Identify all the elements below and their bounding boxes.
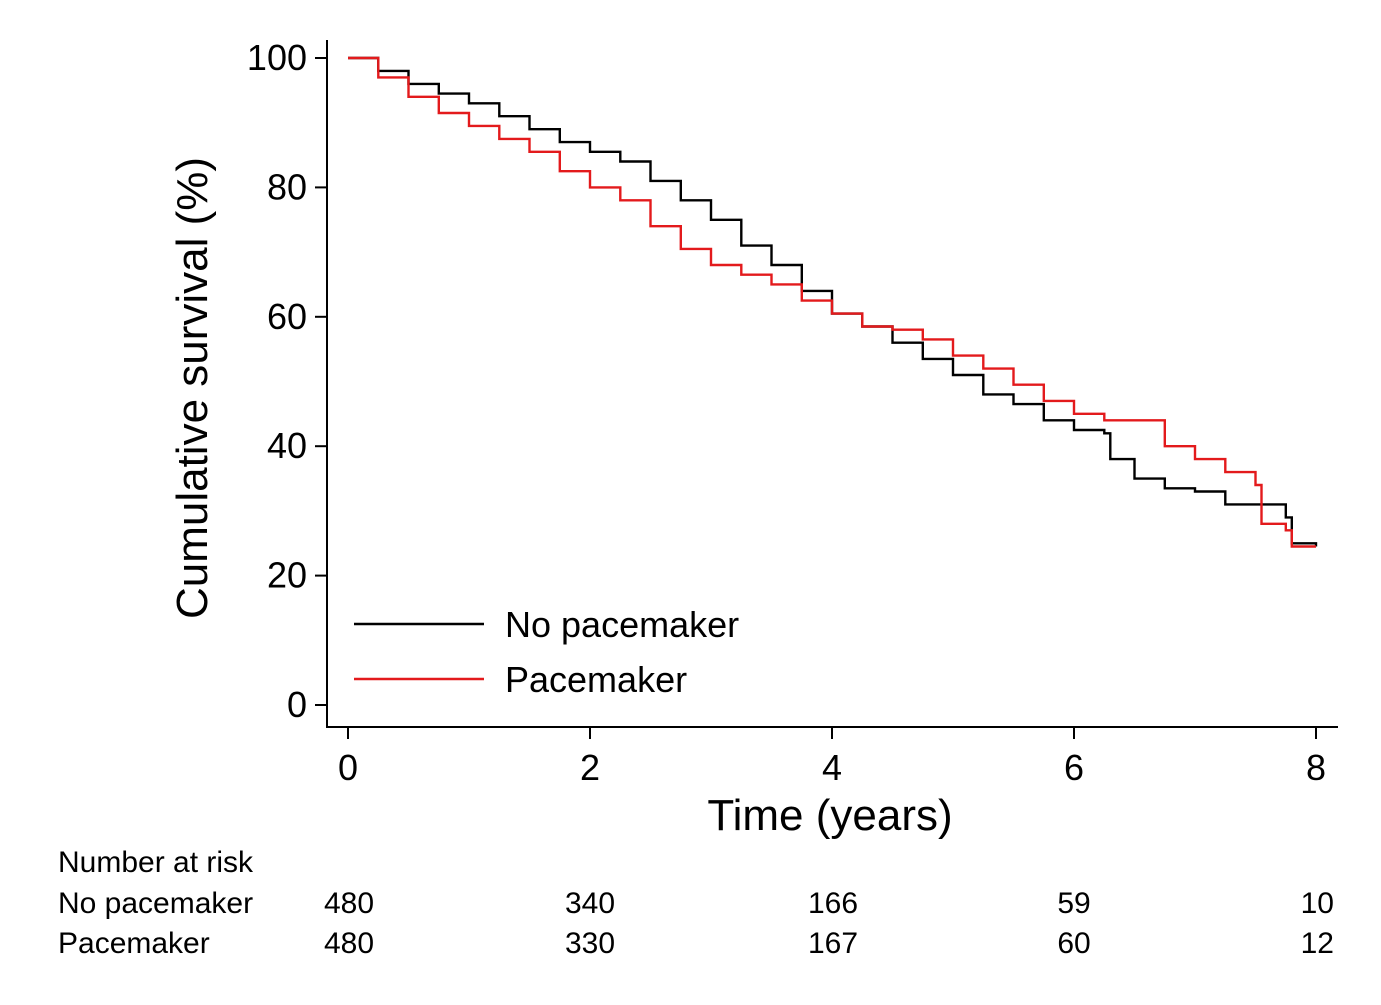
x-tick-label: 0	[338, 747, 358, 788]
y-tick-label: 40	[267, 425, 307, 466]
risk-cell: 480	[324, 927, 374, 960]
risk-row-label: No pacemaker	[58, 887, 253, 920]
risk-table-title: Number at risk	[58, 846, 254, 879]
risk-cell: 166	[808, 887, 858, 920]
risk-row-label: Pacemaker	[58, 927, 210, 960]
y-axis-title: Cumulative survival (%)	[168, 157, 217, 619]
risk-cell: 330	[565, 927, 615, 960]
risk-cell: 480	[324, 887, 374, 920]
y-tick-label: 0	[287, 684, 307, 725]
risk-cell: 167	[808, 927, 858, 960]
y-tick-label: 100	[247, 37, 307, 78]
risk-cell: 59	[1057, 887, 1090, 920]
y-tick-label: 80	[267, 166, 307, 207]
x-tick-label: 2	[580, 747, 600, 788]
x-tick-label: 4	[822, 747, 842, 788]
axes-layer: 0 20 40 60 80 100 0 2 4 6 8 Time (years) Cumulative …	[168, 37, 1338, 840]
series-layer	[348, 56, 1318, 548]
risk-cell: 12	[1301, 927, 1334, 960]
x-tick-label: 6	[1064, 747, 1084, 788]
y-tick-label: 20	[267, 555, 307, 596]
risk-cell: 10	[1301, 887, 1334, 920]
x-axis-title: Time (years)	[707, 791, 952, 840]
risk-table: Number at risk No pacemaker 480 340 166 59 10 P…	[58, 846, 1334, 960]
legend-label: Pacemaker	[505, 659, 687, 700]
x-tick-label: 8	[1306, 747, 1326, 788]
risk-cell: 60	[1057, 927, 1090, 960]
series-line-pacemaker	[348, 56, 1316, 548]
legend-label: No pacemaker	[505, 604, 739, 645]
y-tick-label: 60	[267, 296, 307, 337]
risk-cell: 340	[565, 887, 615, 920]
legend: No pacemaker Pacemaker	[354, 604, 739, 700]
